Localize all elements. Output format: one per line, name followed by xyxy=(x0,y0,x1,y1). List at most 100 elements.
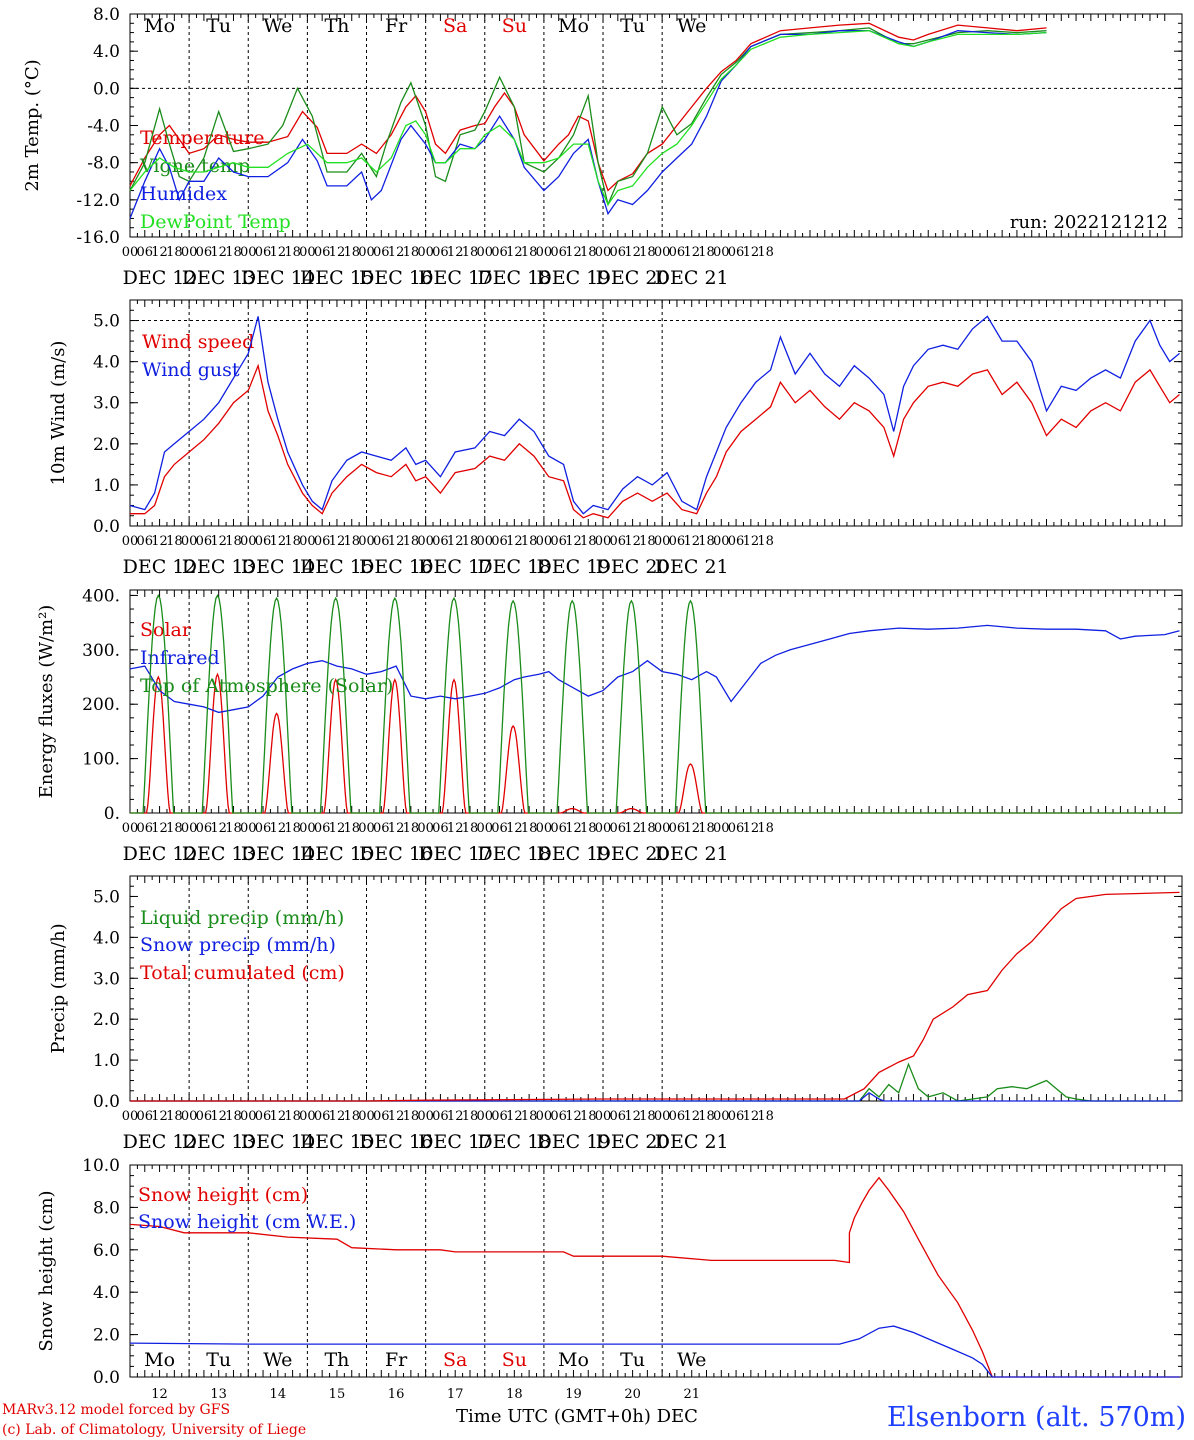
date-label: DEC 21 xyxy=(655,556,729,578)
hour-tick-label: 00 xyxy=(476,821,493,836)
day-number-label: 17 xyxy=(447,1387,464,1402)
hour-tick-label: 12 xyxy=(329,534,346,549)
y-tick-label: 6.0 xyxy=(93,1241,120,1261)
hour-tick-label: 06 xyxy=(137,1109,154,1124)
series-line-infrared xyxy=(129,624,1180,714)
panel-4: 5.0 4.0 3.0 2.0 1.0 0.0 Precip (mm/h) Liquid pr… xyxy=(48,875,1183,1153)
y-tick-label: 4.0 xyxy=(93,1283,120,1303)
y-tick-label: 300. xyxy=(82,641,120,661)
hour-tick-label: 12 xyxy=(270,821,287,836)
hour-tick-label: 12 xyxy=(506,1109,523,1124)
day-number-label: 18 xyxy=(506,1387,523,1402)
hour-tick-label: 06 xyxy=(196,534,213,549)
y-tick-label: 2.0 xyxy=(93,1010,120,1030)
hour-tick-label: 00 xyxy=(595,245,612,260)
hour-tick-label: 06 xyxy=(669,821,686,836)
hour-tick-label: 00 xyxy=(654,1109,671,1124)
hour-tick-label: 18 xyxy=(166,534,183,549)
weekday-label-bottom: Mo xyxy=(144,1349,175,1371)
hour-tick-label: 06 xyxy=(728,245,745,260)
weekday-label-bottom: Sa xyxy=(443,1349,467,1371)
hour-tick-label: 12 xyxy=(565,1109,582,1124)
hour-tick-label: 06 xyxy=(255,1109,272,1124)
day-number-label: 13 xyxy=(210,1387,227,1402)
date-label: DEC 15 xyxy=(300,1131,374,1153)
hour-tick-label: 00 xyxy=(181,534,198,549)
legend-entry: Top of Atmosphere (Solar) xyxy=(140,675,393,697)
date-label: DEC 17 xyxy=(418,843,492,865)
hour-tick-label: 06 xyxy=(491,1109,508,1124)
hour-tick-label: 00 xyxy=(713,534,730,549)
hour-tick-label: 00 xyxy=(358,534,375,549)
date-label: DEC 12 xyxy=(123,267,197,289)
hour-tick-label: 00 xyxy=(713,821,730,836)
hour-tick-label: 00 xyxy=(476,534,493,549)
hour-tick-label: 12 xyxy=(565,821,582,836)
hour-tick-label: 12 xyxy=(447,245,464,260)
date-label: DEC 18 xyxy=(477,556,551,578)
date-label: DEC 14 xyxy=(241,1131,315,1153)
date-label: DEC 19 xyxy=(537,267,611,289)
y-axis-label: Energy fluxes (W/m²) xyxy=(36,605,57,799)
hour-tick-label: 06 xyxy=(728,821,745,836)
y-tick-label: 4.0 xyxy=(93,928,120,948)
weekday-label-top: Mo xyxy=(558,15,589,37)
hour-tick-label: 00 xyxy=(358,245,375,260)
date-label: DEC 14 xyxy=(241,267,315,289)
hour-tick-label: 12 xyxy=(151,821,168,836)
hour-tick-label: 12 xyxy=(210,534,227,549)
hour-tick-label: 12 xyxy=(506,821,523,836)
weekday-label-bottom: Su xyxy=(502,1349,527,1371)
hour-tick-label: 00 xyxy=(181,821,198,836)
y-tick-label: -16.0 xyxy=(76,228,120,248)
hour-tick-label: 18 xyxy=(403,821,420,836)
hour-tick-label: 18 xyxy=(521,534,538,549)
y-tick-label: 100. xyxy=(82,750,120,770)
hour-tick-label: 18 xyxy=(698,245,715,260)
legend-entry: Liquid precip (mm/h) xyxy=(140,907,344,929)
hour-tick-label: 18 xyxy=(698,1109,715,1124)
hour-tick-label: 00 xyxy=(240,245,257,260)
y-tick-label: 1.0 xyxy=(93,1051,120,1071)
hour-tick-label: 00 xyxy=(299,821,316,836)
weekday-label-bottom: Th xyxy=(324,1349,349,1371)
series-line-snow-height-cm-w-e- xyxy=(129,1325,1180,1378)
hour-tick-label: 06 xyxy=(550,534,567,549)
hour-tick-label: 18 xyxy=(225,1109,242,1124)
hour-tick-label: 12 xyxy=(743,534,760,549)
date-label: DEC 18 xyxy=(477,1131,551,1153)
date-label: DEC 17 xyxy=(418,267,492,289)
station-label: Elsenborn (alt. 570m) xyxy=(887,1402,1186,1433)
hour-tick-label: 12 xyxy=(270,534,287,549)
y-tick-label: 3.0 xyxy=(93,394,120,414)
hour-tick-label: 12 xyxy=(447,534,464,549)
date-label: DEC 17 xyxy=(418,1131,492,1153)
hour-tick-label: 18 xyxy=(580,821,597,836)
hour-tick-label: 12 xyxy=(151,1109,168,1124)
hour-tick-label: 12 xyxy=(329,821,346,836)
date-label: DEC 20 xyxy=(596,1131,670,1153)
date-label: DEC 12 xyxy=(123,843,197,865)
hour-tick-label: 18 xyxy=(521,245,538,260)
date-label: DEC 14 xyxy=(241,556,315,578)
hour-tick-label: 00 xyxy=(417,245,434,260)
series-line-wind-speed xyxy=(130,363,1180,519)
hour-tick-label: 12 xyxy=(624,821,641,836)
date-label: DEC 17 xyxy=(418,556,492,578)
plot-frame xyxy=(129,589,1183,814)
y-tick-label: 0.0 xyxy=(93,1092,120,1112)
legend-entry: Wind gust xyxy=(142,359,240,381)
date-label: DEC 20 xyxy=(596,843,670,865)
hour-tick-label: 18 xyxy=(166,245,183,260)
hour-tick-label: 18 xyxy=(343,245,360,260)
hour-tick-label: 06 xyxy=(728,534,745,549)
date-label: DEC 20 xyxy=(596,556,670,578)
hour-tick-label: 06 xyxy=(137,821,154,836)
hour-tick-label: 06 xyxy=(196,1109,213,1124)
y-tick-label: 0.0 xyxy=(93,1368,120,1388)
hour-tick-label: 00 xyxy=(299,534,316,549)
date-label: DEC 12 xyxy=(123,1131,197,1153)
hour-tick-label: 06 xyxy=(610,245,627,260)
hour-tick-label: 12 xyxy=(210,245,227,260)
hour-tick-label: 18 xyxy=(698,821,715,836)
